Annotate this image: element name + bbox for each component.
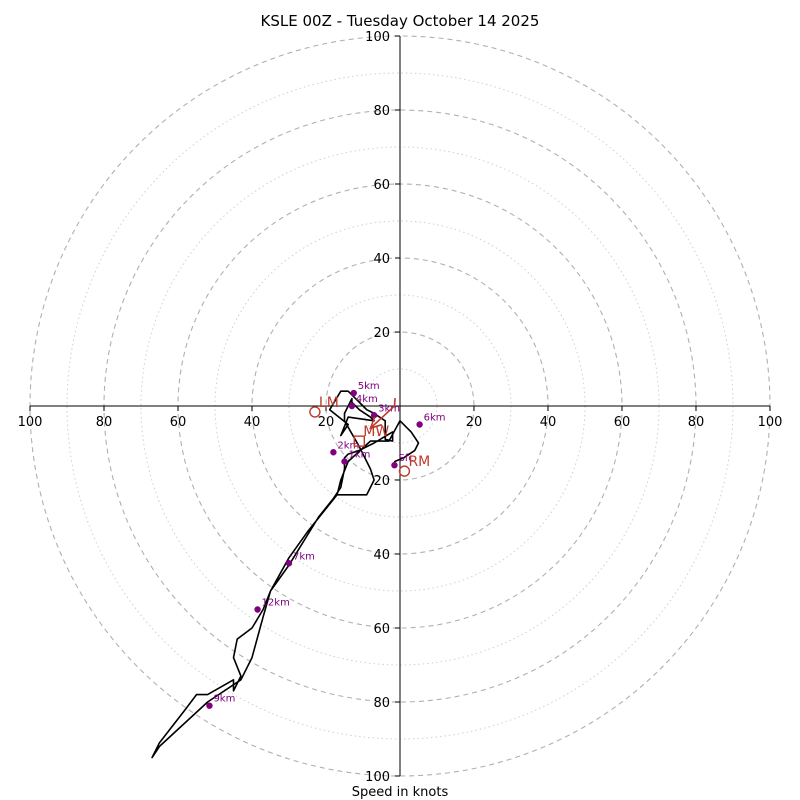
x-tick-label-left-100: 100 — [18, 415, 43, 430]
shear-vector-tail — [393, 397, 396, 407]
motion-marker-mw — [353, 435, 365, 447]
y-tick-label-top-80: 80 — [373, 104, 390, 119]
y-tick-label-top-60: 60 — [373, 178, 390, 193]
height-marker-2km — [330, 449, 337, 456]
height-label-2km: 2km — [337, 440, 359, 451]
height-label-6km: 6km — [424, 413, 446, 424]
x-tick-label-left-20: 20 — [318, 415, 335, 430]
y-tick-label-bottom-20: 20 — [373, 474, 390, 489]
y-tick-label-top-40: 40 — [373, 252, 390, 267]
height-marker-1km — [341, 458, 348, 465]
height-label-4km: 4km — [356, 394, 378, 405]
x-tick-label-right-100: 100 — [758, 415, 783, 430]
x-tick-label-right-60: 60 — [614, 415, 631, 430]
motion-label-lm: LM — [319, 395, 339, 411]
y-tick-label-bottom-80: 80 — [373, 696, 390, 711]
height-label-7km: 7km — [293, 551, 315, 562]
height-marker-4km — [348, 402, 356, 410]
y-tick-label-top-20: 20 — [373, 326, 390, 341]
motion-marker-rm — [398, 465, 411, 477]
height-marker-3km — [370, 412, 378, 419]
height-marker-12km — [254, 606, 261, 613]
chart-title: KSLE 00Z - Tuesday October 14 2025 — [261, 12, 540, 30]
shear-vector-shaft — [369, 405, 395, 429]
x-tick-label-left-40: 40 — [244, 415, 261, 430]
height-label-sfc: Sfc — [398, 453, 413, 464]
height-label-3km: 3km — [378, 403, 400, 414]
hodograph-line — [151, 390, 420, 759]
motion-label-rm: RM — [408, 454, 430, 470]
x-tick-label-right-20: 20 — [466, 415, 483, 430]
x-axis-label: Speed in knots — [352, 785, 449, 800]
tick-labels: 100 80 60 40 20 20 40 60 80 100 100 80 60 40 20 20 40 60 8… — [18, 30, 783, 785]
height-marker-sfc — [391, 462, 398, 469]
x-tick-label-left-60: 60 — [170, 415, 187, 430]
height-marker-5km — [350, 389, 357, 397]
y-tick-label-top-100: 100 — [365, 30, 390, 45]
shear-vector-head — [369, 416, 383, 430]
height-marker-6km — [416, 421, 423, 428]
height-label-1km: 1km — [349, 450, 371, 461]
y-tick-label-bottom-100: 100 — [365, 770, 390, 785]
height-label-9km: 9km — [213, 694, 235, 705]
x-tick-label-right-80: 80 — [688, 415, 705, 430]
height-label-12km: 12km — [262, 598, 290, 609]
x-tick-label-left-80: 80 — [96, 415, 113, 430]
motion-marker-lm — [309, 406, 321, 418]
y-tick-label-bottom-60: 60 — [373, 622, 390, 637]
axes — [30, 36, 770, 776]
y-tick-label-bottom-40: 40 — [373, 548, 390, 563]
hodograph-trace — [151, 390, 420, 759]
height-marker-9km — [206, 702, 213, 709]
storm-motion-markers: LM RM MW — [309, 395, 430, 477]
x-tick-label-right-40: 40 — [540, 415, 557, 430]
height-label-5km: 5km — [358, 381, 380, 392]
height-marker-7km — [285, 560, 293, 567]
motion-label-mw: MW — [363, 424, 389, 440]
